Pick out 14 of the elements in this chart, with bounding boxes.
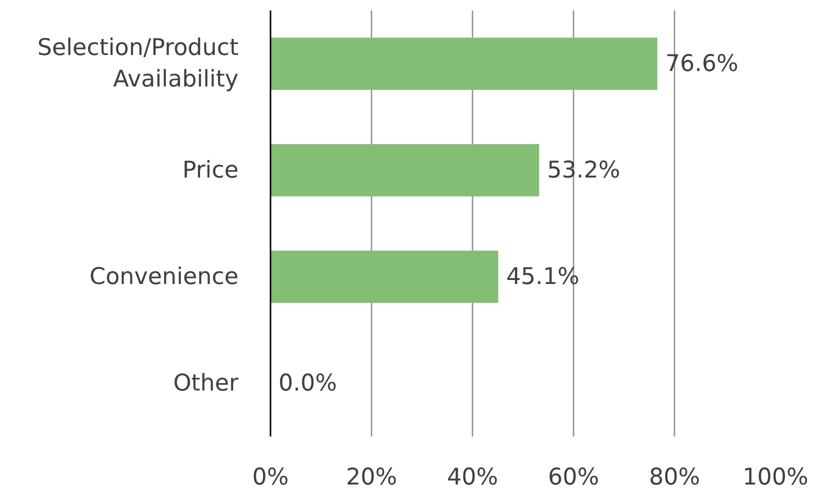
y-tick-label: Price — [182, 157, 238, 184]
x-tick-label: 60% — [548, 464, 600, 490]
bar — [270, 38, 658, 90]
y-tick-label: Convenience — [90, 264, 239, 290]
bar — [270, 250, 498, 303]
x-tick-label: 40% — [446, 464, 498, 490]
data-label: 0.0% — [278, 370, 337, 396]
y-tick-label: Selection/Product Availability — [37, 35, 239, 92]
x-tick-label: 100% — [742, 464, 808, 490]
bar — [270, 144, 540, 196]
x-tick-label: 80% — [648, 464, 700, 490]
x-tick-label: 20% — [346, 464, 398, 490]
x-tick-label: 0% — [252, 464, 289, 490]
y-tick-label: Other — [173, 370, 240, 396]
